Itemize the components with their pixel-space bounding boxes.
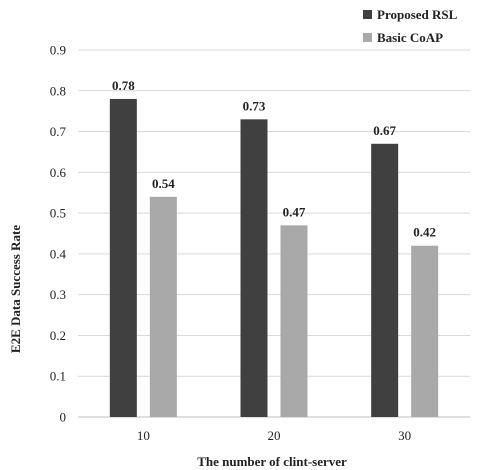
y-tick-label: 0.4 bbox=[50, 246, 67, 261]
bars bbox=[109, 98, 439, 418]
bar-basic-coap-20 bbox=[280, 225, 308, 417]
bar-basic-coap-30 bbox=[411, 245, 439, 417]
legend-label-proposed-rsl: Proposed RSL bbox=[377, 7, 458, 22]
x-tick-labels: 10 20 30 bbox=[137, 428, 411, 443]
x-axis-title: The number of clint-server bbox=[197, 454, 347, 469]
y-tick-label: 0.9 bbox=[50, 43, 66, 58]
y-tick-labels: 0 0.1 0.2 0.3 0.4 0.5 0.6 0.7 0.8 0.9 bbox=[50, 43, 67, 425]
y-tick-label: 0.3 bbox=[50, 287, 66, 302]
y-tick-label: 0.6 bbox=[50, 165, 67, 180]
x-tick-label: 10 bbox=[137, 428, 150, 443]
y-tick-label: 0.8 bbox=[50, 83, 66, 98]
data-label: 0.42 bbox=[413, 225, 436, 240]
y-tick-label: 0.5 bbox=[50, 206, 66, 221]
y-tick-label: 0 bbox=[60, 410, 67, 425]
data-label: 0.47 bbox=[283, 204, 306, 219]
data-label: 0.54 bbox=[152, 176, 175, 191]
y-axis-title: E2E Data Success Rate bbox=[8, 225, 23, 353]
data-label: 0.78 bbox=[112, 78, 135, 93]
bar-proposed-rsl-20 bbox=[240, 119, 268, 418]
bar-proposed-rsl-10 bbox=[109, 98, 137, 417]
bar-proposed-rsl-30 bbox=[371, 143, 399, 418]
legend: Proposed RSL Basic CoAP bbox=[363, 7, 458, 45]
legend-swatch-basic-coap bbox=[363, 33, 372, 42]
data-label: 0.67 bbox=[373, 123, 396, 138]
data-labels: 0.78 0.54 0.73 0.47 0.67 0.42 bbox=[112, 78, 436, 240]
y-tick-label: 0.1 bbox=[50, 369, 66, 384]
y-tick-label: 0.2 bbox=[50, 328, 66, 343]
gridlines bbox=[78, 49, 470, 418]
legend-swatch-proposed-rsl bbox=[363, 10, 372, 19]
bar-basic-coap-10 bbox=[149, 196, 177, 417]
x-tick-label: 20 bbox=[268, 428, 281, 443]
x-tick-label: 30 bbox=[398, 428, 411, 443]
legend-label-basic-coap: Basic CoAP bbox=[377, 30, 443, 45]
data-label: 0.73 bbox=[243, 98, 266, 113]
y-tick-label: 0.7 bbox=[50, 124, 67, 139]
